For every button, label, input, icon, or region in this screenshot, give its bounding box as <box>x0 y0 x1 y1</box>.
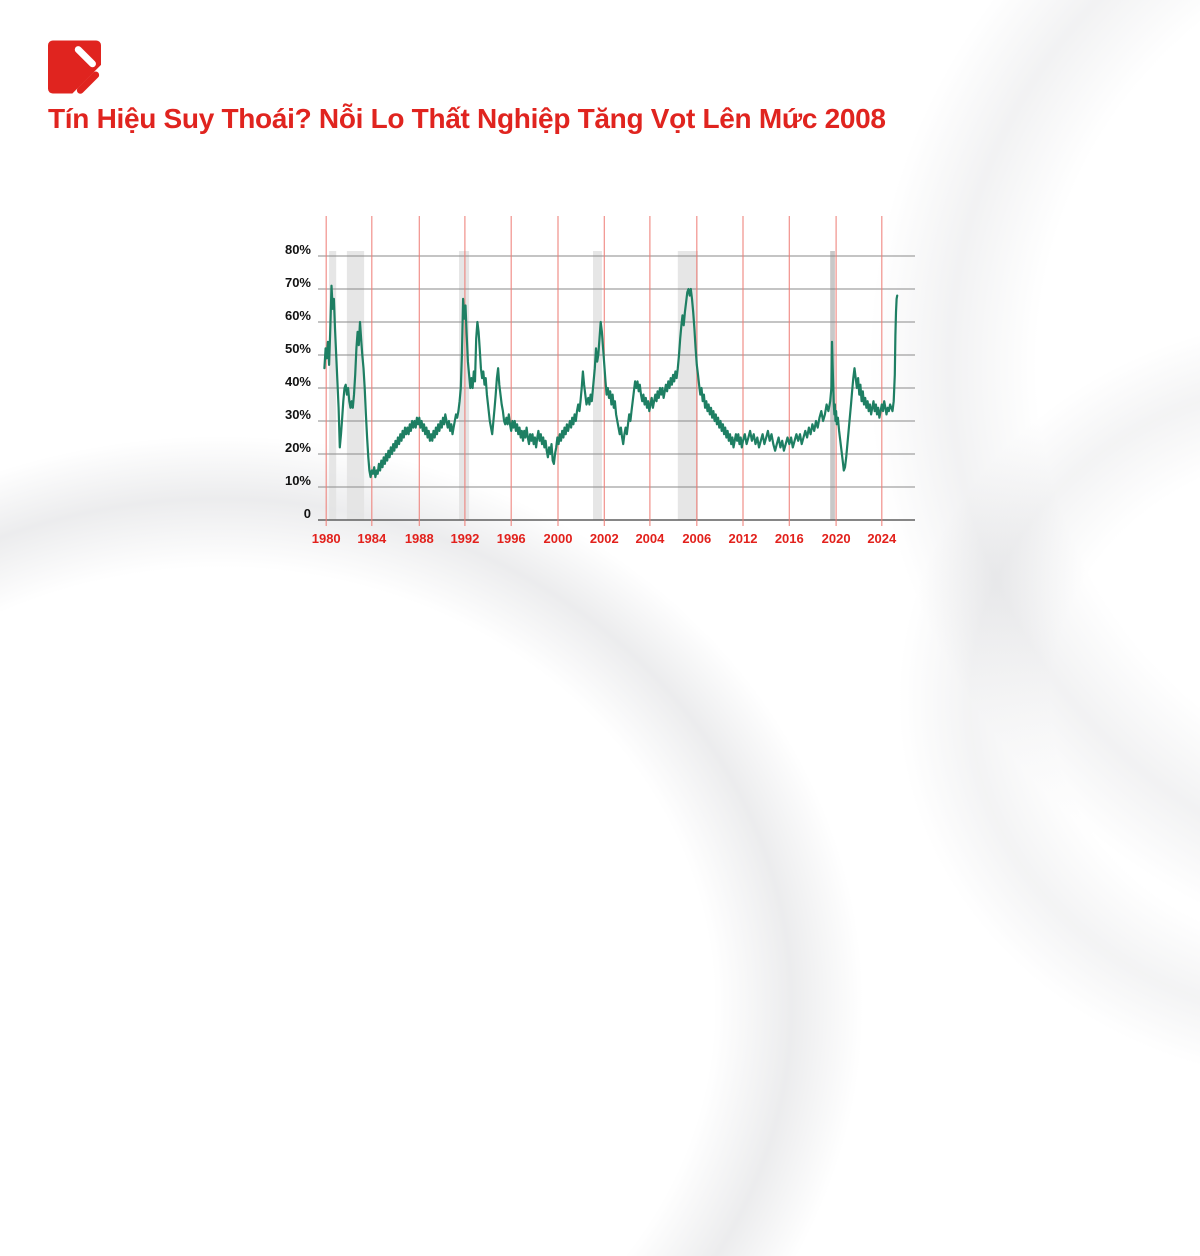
y-tick-label: 10% <box>285 473 311 488</box>
unemployment-worry-chart: 80% 70% 60% 50% 40% 30% 20% 10% 0 1980 1984 1988 199… <box>270 206 950 558</box>
x-tick-label: 2000 <box>544 531 573 546</box>
page-title: Tín Hiệu Suy Thoái? Nỗi Lo Thất Nghiệp T… <box>48 103 886 134</box>
x-tick-label: 2016 <box>775 531 804 546</box>
x-tick-label: 1996 <box>497 531 526 546</box>
x-tick-label: 2012 <box>729 531 758 546</box>
brand-logo-icon <box>48 40 101 94</box>
x-tick-label: 2006 <box>682 531 711 546</box>
y-tick-label: 40% <box>285 374 311 389</box>
logo-stroke-lower <box>76 71 100 94</box>
recession-band <box>459 251 470 520</box>
recession-band <box>329 251 337 520</box>
x-tick-label: 2002 <box>590 531 619 546</box>
y-tick-label: 50% <box>285 341 311 356</box>
y-tick-label: 20% <box>285 440 311 455</box>
y-tick-label: 80% <box>285 242 311 257</box>
x-tick-label: 2004 <box>635 531 665 546</box>
recession-band <box>593 251 602 520</box>
y-tick-label: 60% <box>285 308 311 323</box>
x-tick-label: 1984 <box>357 531 387 546</box>
series-line-unemployment-worry <box>323 284 899 479</box>
y-tick-label: 30% <box>285 407 311 422</box>
logo-stroke-upper <box>74 46 96 68</box>
brand-logo <box>48 40 101 94</box>
x-tick-label: 2020 <box>822 531 851 546</box>
y-tick-label: 70% <box>285 275 311 290</box>
x-tick-label: 1980 <box>312 531 341 546</box>
y-tick-label: 0 <box>304 506 311 521</box>
x-tick-label: 1992 <box>450 531 479 546</box>
x-tick-label: 2024 <box>867 531 897 546</box>
x-tick-label: 1988 <box>405 531 434 546</box>
